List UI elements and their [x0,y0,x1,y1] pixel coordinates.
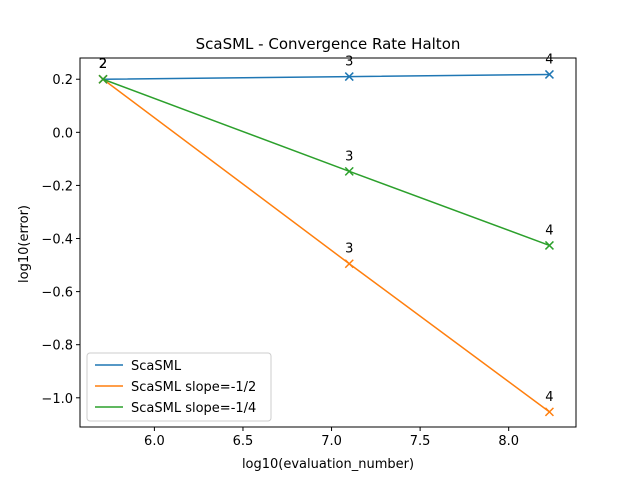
point-annotation: 3 [345,55,353,70]
x-axis: 6.0 6.5 7.0 7.5 8.0 [144,427,519,449]
plot-frame [79,57,577,428]
x-tick-label: 8.0 [498,434,519,449]
x-tick-label: 7.0 [321,434,342,449]
data-point [544,69,554,79]
x-tick-label: 6.0 [144,434,165,449]
data-point [344,166,354,176]
data-point [544,240,554,250]
legend-box [86,352,272,422]
data-point [344,259,354,269]
series-1 [98,69,554,84]
series-line [103,73,550,80]
point-annotation: 4 [545,390,553,405]
series-3 [98,74,554,250]
legend-label: ScaSML slope=-1/4 [131,401,256,416]
legend-item: ScaSML slope=-1/4 [95,401,256,416]
point-annotation: 3 [345,149,353,164]
series-layer [98,69,554,417]
y-tick-label: 0.0 [52,126,73,141]
legend-label: ScaSML slope=-1/2 [131,380,256,395]
legend-label: ScaSML [131,359,182,374]
series-line [102,78,550,247]
x-axis-label: log10(evaluation_number) [242,457,414,472]
y-tick-label: −0.4 [41,233,73,248]
point-annotation: 2 [99,57,107,72]
y-tick-label: 0.2 [52,73,73,88]
legend: ScaSML ScaSML slope=-1/2 ScaSML slope=-1/4 [86,352,272,422]
point-annotation: 3 [345,242,353,257]
y-tick-label: −0.6 [41,286,73,301]
y-axis-label: log10(error) [17,205,32,283]
point-annotation: 4 [545,52,553,67]
data-point [98,74,108,84]
x-tick-label: 6.5 [233,434,254,449]
point-annotation: 2 [99,57,107,72]
y-tick-label: −0.2 [41,179,73,194]
x-tick-label: 7.5 [410,434,431,449]
legend-item: ScaSML slope=-1/2 [95,380,256,395]
chart-title: ScaSML - Convergence Rate Halton [196,35,461,53]
y-tick-label: −0.8 [41,339,73,354]
point-annotation: 4 [545,223,553,238]
y-tick-label: −1.0 [41,392,73,407]
data-point [544,407,554,417]
point-annotation: 2 [99,57,107,72]
legend-item: ScaSML [95,359,182,374]
data-point [344,72,354,82]
y-axis: −1.0 −0.8 −0.6 −0.4 −0.2 0.0 0.2 [41,73,80,407]
plot-area [79,57,577,428]
